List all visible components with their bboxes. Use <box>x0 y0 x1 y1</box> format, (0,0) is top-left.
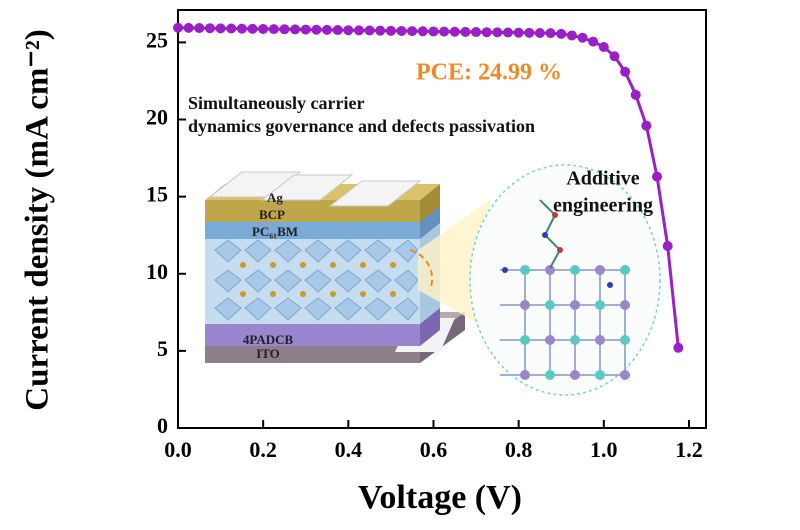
annotation: engineering <box>553 195 653 217</box>
lattice <box>500 199 630 380</box>
data-point <box>545 28 556 39</box>
y-tick-label: 5 <box>157 336 168 361</box>
data-point <box>598 42 609 53</box>
data-point <box>471 27 482 38</box>
data-point <box>268 24 279 35</box>
x-tick-label: 0.0 <box>164 437 192 462</box>
data-point <box>428 26 439 37</box>
y-tick-label: 10 <box>146 259 168 284</box>
annotation: PCE: 24.99 % <box>416 60 562 86</box>
padcb-front <box>205 322 420 346</box>
data-point <box>375 25 386 36</box>
inset-label: ITO <box>256 346 280 361</box>
data-point <box>492 27 503 38</box>
zoom-marker <box>409 249 434 291</box>
data-point <box>311 24 322 35</box>
data-point <box>290 24 301 35</box>
data-point <box>194 23 205 34</box>
data-point <box>534 27 545 38</box>
x-tick-label: 1.0 <box>590 437 618 462</box>
data-point <box>322 24 333 35</box>
data-point <box>417 26 428 37</box>
ag-bars <box>208 171 422 207</box>
data-point <box>385 25 396 36</box>
data-point <box>236 23 247 34</box>
data-point <box>460 26 471 37</box>
data-point <box>662 240 673 251</box>
data-point <box>343 25 354 36</box>
x-axis-label: Voltage (V) <box>358 479 522 516</box>
data-point <box>300 24 311 35</box>
data-point <box>503 27 513 38</box>
data-point <box>641 120 652 131</box>
octahedra <box>214 239 419 321</box>
pcbm-side <box>420 206 440 239</box>
y-tick-label: 20 <box>146 105 168 130</box>
cations <box>240 262 396 297</box>
data-point <box>630 89 641 100</box>
data-point <box>588 36 599 47</box>
y-axis-label: Current density (mA cm⁻²) <box>20 29 56 410</box>
data-point <box>524 27 535 38</box>
x-tick-label: 0.2 <box>249 437 277 462</box>
data-point <box>332 25 343 36</box>
data-point <box>566 30 577 41</box>
data-point <box>258 23 269 34</box>
annotation: dynamics governance and defects passivat… <box>188 116 535 136</box>
data-point <box>407 26 418 37</box>
data-point <box>183 22 194 33</box>
y-tick-label: 0 <box>157 413 168 438</box>
data-point <box>556 28 567 39</box>
data-point <box>353 25 364 36</box>
inset-label: BCP <box>259 207 285 222</box>
pcbm-front <box>205 222 420 239</box>
data-point <box>449 26 460 37</box>
data-point <box>577 32 588 43</box>
data-point <box>673 342 684 353</box>
x-tick-label: 1.2 <box>675 437 703 462</box>
y-tick-label: 25 <box>146 27 168 52</box>
y-tick-label: 15 <box>146 182 168 207</box>
data-point <box>620 66 631 77</box>
inset: Ag BCP PC₆₁BM 4PADCB ITO <box>205 164 661 396</box>
data-point <box>481 27 492 38</box>
data-point <box>247 23 258 34</box>
bcp-side <box>420 184 440 222</box>
data-point <box>226 23 237 34</box>
annotation: Additive <box>566 168 639 190</box>
data-point <box>609 51 620 62</box>
data-point <box>204 23 215 34</box>
ito-front <box>205 345 420 363</box>
data-point <box>215 23 226 34</box>
data-point <box>173 22 183 33</box>
data-point <box>652 171 663 182</box>
data-point <box>279 24 290 35</box>
zoom-ellipse <box>469 164 661 396</box>
inset-label: PC₆₁BM <box>252 224 298 239</box>
inset-label: 4PADCB <box>243 332 294 347</box>
data-point <box>396 25 407 36</box>
annotation: Simultaneously carrier <box>188 93 364 113</box>
data-point <box>513 27 524 38</box>
data-point <box>439 26 450 37</box>
plot-frame <box>177 9 707 429</box>
padcb-side <box>420 306 440 346</box>
x-tick-label: 0.6 <box>420 437 448 462</box>
inset-label: Ag <box>267 190 283 205</box>
x-tick-label: 0.4 <box>335 437 363 462</box>
x-tick-label: 0.8 <box>505 437 533 462</box>
data-point <box>364 25 375 36</box>
